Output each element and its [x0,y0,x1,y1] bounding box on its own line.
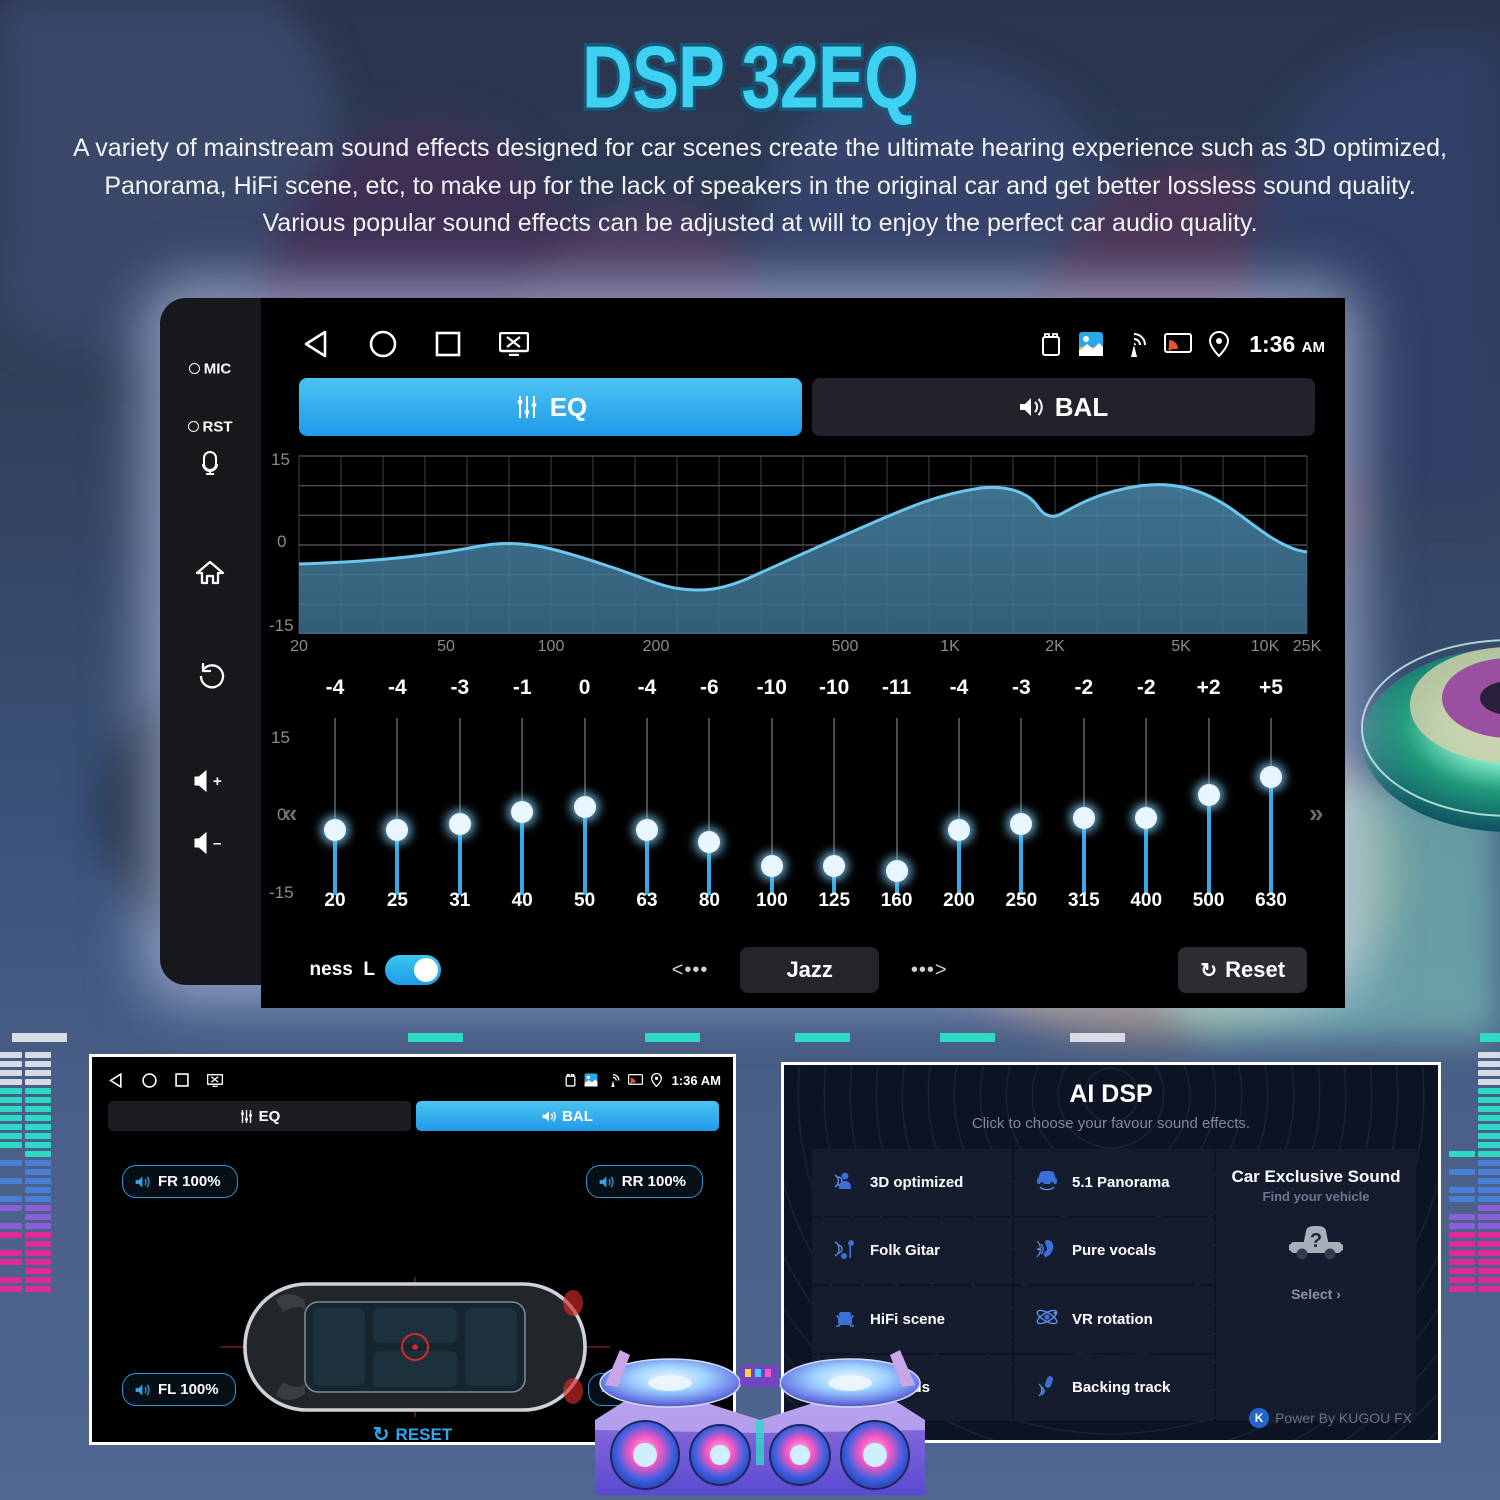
svg-text:–: – [213,835,221,852]
svg-text:?: ? [1310,1230,1322,1252]
svg-text:+: + [213,773,222,790]
